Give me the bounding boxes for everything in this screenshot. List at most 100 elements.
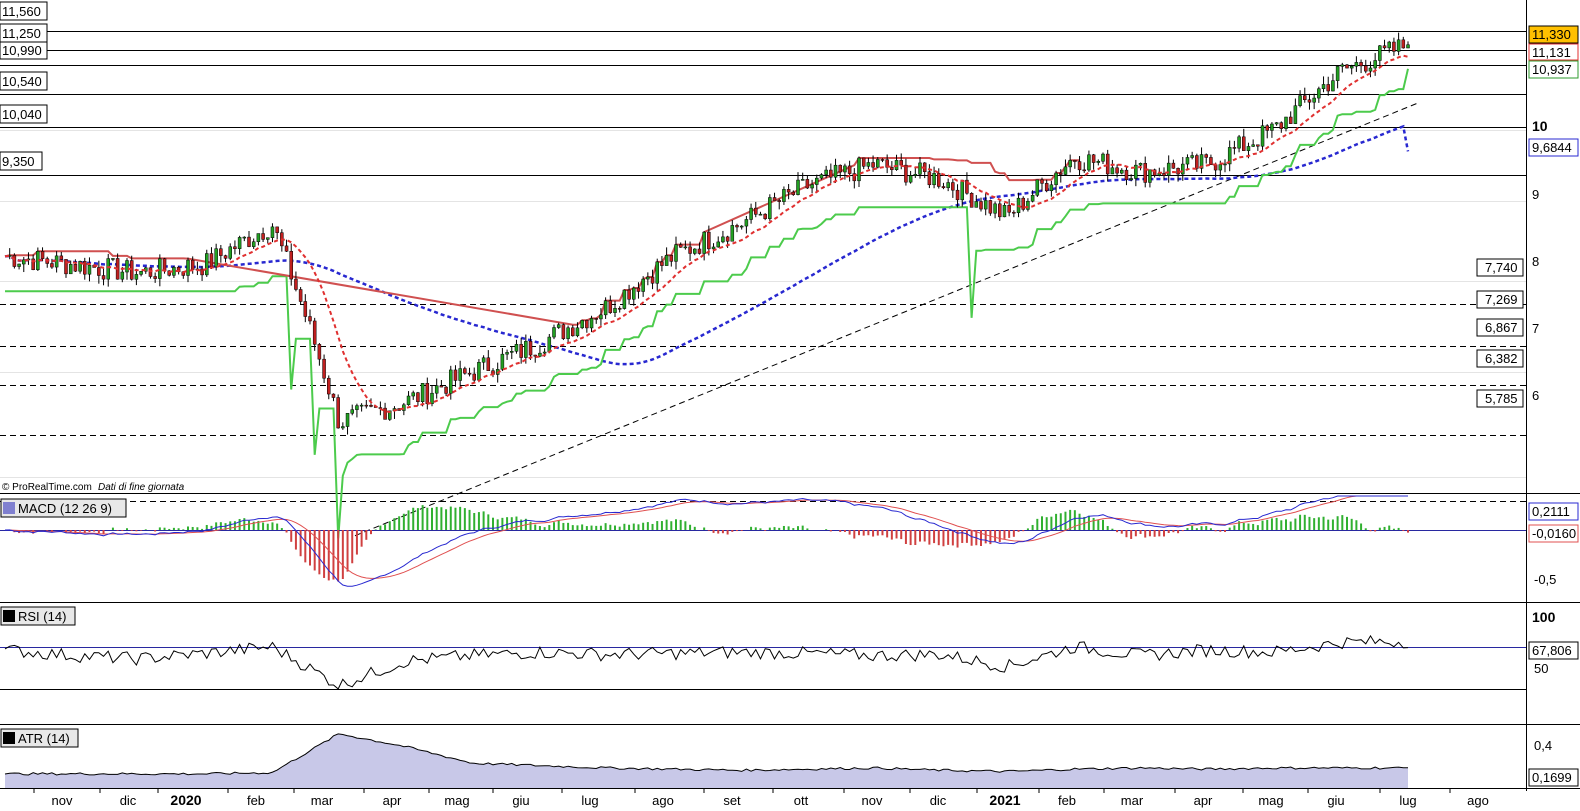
candle-up <box>946 182 950 189</box>
support-label-7269: 7,269 <box>1485 292 1518 307</box>
candle-up <box>524 341 528 358</box>
candle-down <box>786 189 791 193</box>
price-tick-8: 8 <box>1532 254 1539 269</box>
candle-up <box>1331 80 1335 92</box>
candle-down <box>627 289 631 300</box>
candle-down <box>1303 95 1307 101</box>
candle-up <box>1054 172 1058 186</box>
candle-up <box>908 175 913 183</box>
candle-down <box>97 267 101 276</box>
candle-down <box>678 244 683 248</box>
candle-up <box>1298 95 1302 106</box>
ma-red-value: 11,131 <box>1532 45 1571 60</box>
candle-up <box>810 184 814 189</box>
candle-up <box>1406 44 1410 49</box>
candle-down <box>904 164 908 183</box>
candle-up <box>125 260 129 273</box>
candle-up <box>552 327 556 338</box>
candle-down <box>1401 39 1406 49</box>
ma-red-badge <box>1528 43 1579 61</box>
candle-up <box>1138 163 1143 166</box>
x-label-giu: giu <box>512 793 529 808</box>
candle-down <box>890 167 894 170</box>
candle-down <box>1124 169 1129 181</box>
candle-up <box>1293 105 1298 124</box>
candle-down <box>322 358 326 379</box>
candle-down <box>988 200 993 214</box>
candle-down <box>312 320 317 345</box>
candle-down <box>308 316 312 322</box>
candle-up <box>111 258 115 260</box>
candle-down <box>777 200 781 202</box>
candle-down <box>707 231 711 250</box>
candle-down <box>852 173 857 182</box>
candle-up <box>683 246 688 249</box>
candle-down <box>327 377 331 395</box>
candle-down <box>200 268 204 276</box>
candle-up <box>1387 41 1391 49</box>
candle-up <box>641 278 645 292</box>
macd-title-box <box>0 498 127 518</box>
candle-down <box>955 189 960 201</box>
candle-down <box>763 213 767 219</box>
candle-down <box>209 253 214 268</box>
candle-down <box>383 407 387 420</box>
candle-up <box>256 233 261 242</box>
candle-up <box>78 261 82 272</box>
candle-up <box>632 287 636 300</box>
candle-down <box>336 397 340 429</box>
atr-value-badge <box>1528 768 1579 787</box>
x-label-2020: 2020 <box>170 792 201 808</box>
resistance-labels: 11,560 11,250 10,990 10,540 10,040 9,350 <box>0 1 48 171</box>
x-axis: nov dic 2020 feb mar apr mag giu lug ago set ott nov… <box>33 788 1489 808</box>
candle-up <box>68 264 73 275</box>
candle-up <box>589 318 594 329</box>
candle-up <box>449 369 453 394</box>
candle-down <box>608 300 613 313</box>
x-label-dic: dic <box>930 793 947 808</box>
candle-up <box>458 368 462 381</box>
candle-down <box>1265 125 1269 131</box>
candle-down <box>463 368 467 374</box>
candle-up <box>481 357 486 363</box>
candle-up <box>1049 184 1054 192</box>
candle-up <box>796 179 800 195</box>
candle-up <box>716 241 720 248</box>
candle-down <box>585 320 589 329</box>
macd-signal-value: -0,0160 <box>1532 526 1576 541</box>
candle-up <box>228 246 232 259</box>
candle-up <box>1251 144 1255 147</box>
candle-up <box>1321 84 1326 89</box>
x-label-mar: mar <box>1121 793 1144 808</box>
candle-up <box>1274 122 1279 125</box>
candle-up <box>960 179 964 201</box>
candle-up <box>1260 125 1265 147</box>
candle-up <box>1190 155 1194 158</box>
candle-up <box>1120 169 1124 174</box>
candle-up <box>833 164 838 178</box>
x-label-ago: ago <box>1467 793 1489 808</box>
candle-up <box>702 231 706 254</box>
atr-title-box <box>0 728 79 748</box>
candle-up <box>824 169 828 175</box>
macd-histogram <box>13 505 1409 582</box>
candle-up <box>350 409 354 414</box>
rsi-panel: RSI (14) 100 67,806 50 <box>0 606 1579 690</box>
candle-up <box>993 203 997 214</box>
candle-up <box>270 226 275 238</box>
candle-down <box>425 383 430 405</box>
candle-down <box>1082 169 1086 172</box>
resistance-label-10040: 10,040 <box>2 107 42 122</box>
candle-up <box>580 320 584 329</box>
support-label-6382: 6,382 <box>1485 351 1518 366</box>
candle-down <box>1204 154 1208 158</box>
candle-down <box>754 207 758 215</box>
candle-down <box>1012 211 1016 214</box>
candle-down <box>83 261 87 275</box>
candle-down <box>275 226 279 233</box>
candle-down <box>1152 169 1157 176</box>
candle-down <box>838 164 842 173</box>
candle-up <box>843 165 847 173</box>
candle-up <box>1317 88 1321 99</box>
